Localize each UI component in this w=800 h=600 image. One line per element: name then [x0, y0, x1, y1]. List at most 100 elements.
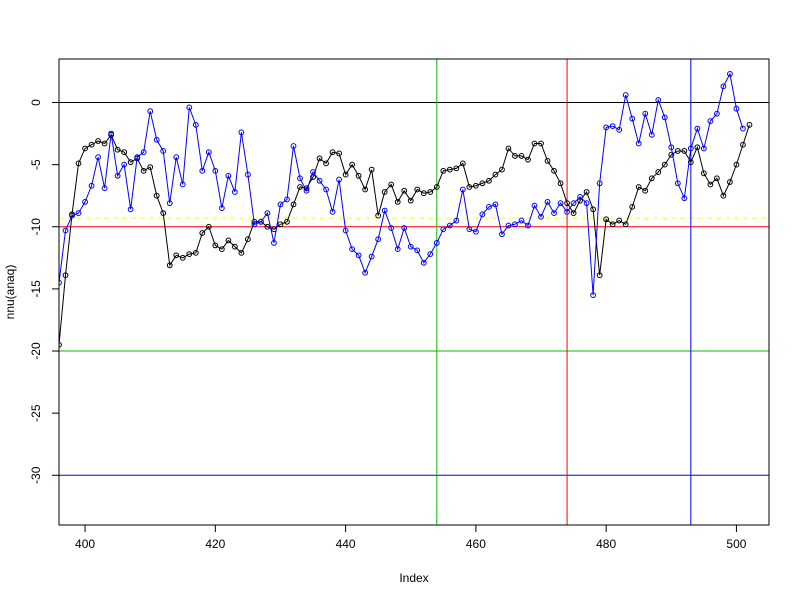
series-1-point-77	[557, 200, 564, 207]
series-0-point-85	[609, 221, 616, 228]
series-1-point-45	[349, 246, 356, 253]
series-0-point-3	[75, 160, 82, 167]
series-1-point-33	[271, 240, 277, 246]
series-0-point-81	[583, 189, 590, 195]
series-1-point-55	[414, 247, 421, 254]
series-1-point-5	[88, 182, 95, 189]
series-1-point-92	[655, 97, 662, 103]
series-1-point-85	[609, 123, 616, 129]
series-1-point-105	[740, 125, 746, 132]
series-1-point-87	[622, 92, 629, 98]
series-1-point-84	[603, 124, 610, 131]
series-1-point-100	[707, 118, 714, 125]
series-1-point-43	[336, 176, 342, 183]
series-1-point-67	[492, 201, 499, 208]
series-0-point-80	[577, 197, 583, 204]
x-tick-label-440: 440	[336, 537, 356, 551]
x-tick-label-400: 400	[75, 537, 95, 551]
series-0-point-58	[433, 184, 440, 190]
series-0-point-47	[362, 186, 369, 193]
series-1-point-71	[518, 217, 525, 224]
series-1-point-39	[310, 169, 316, 175]
series-1-point-19	[179, 181, 186, 188]
series-1-point-10	[121, 161, 128, 168]
series-1-point-89	[635, 140, 642, 147]
series-1-point-18	[173, 154, 180, 161]
series-1-point-86	[616, 126, 623, 133]
series-0-point-104	[733, 161, 740, 168]
series-0-point-82	[590, 206, 597, 213]
series-0-point-21	[192, 249, 199, 256]
series-1-point-12	[134, 154, 141, 161]
series-0-point-60	[446, 166, 453, 173]
series-0-point-100	[707, 181, 714, 188]
series-0-point-90	[642, 187, 649, 194]
series-0-point-73	[531, 140, 538, 147]
series-0-point-74	[538, 140, 544, 147]
series-0-point-66	[486, 177, 492, 184]
series-1-point-36	[290, 143, 297, 149]
series-0-point-53	[401, 187, 408, 194]
series-1-point-64	[472, 228, 479, 235]
series-1-point-35	[284, 196, 290, 203]
series-0-point-88	[629, 203, 636, 210]
series-1-point-94	[668, 144, 675, 151]
series-0-point-37	[297, 184, 303, 190]
series-1-point-80	[577, 194, 583, 200]
series-1-point-57	[427, 251, 434, 258]
series-1-point-101	[713, 110, 720, 117]
series-1-point-38	[303, 187, 310, 194]
series-1-point-7	[101, 185, 108, 192]
series-1-point-34	[277, 201, 284, 208]
series-0-point-32	[264, 223, 271, 230]
series-1-point-91	[648, 131, 655, 138]
series-1-point-96	[681, 195, 688, 202]
series-1-point-81	[583, 200, 590, 207]
series-1-point-28	[238, 129, 245, 136]
series-1-point-104	[733, 105, 740, 112]
series-1-point-27	[231, 189, 238, 195]
series-0-point-69	[505, 145, 512, 152]
series-0-point-95	[674, 148, 681, 154]
y-tick-label--15: -15	[29, 280, 43, 298]
series-0-point-105	[740, 141, 746, 148]
series-1-point-62	[459, 186, 466, 193]
series-1-point-23	[205, 149, 212, 156]
series-1-point-61	[453, 217, 460, 224]
series-0-point-11	[127, 159, 134, 166]
series-0-point-4	[82, 145, 88, 152]
series-0-point-56	[420, 190, 427, 197]
series-1-point-56	[420, 259, 427, 266]
series-0-point-19	[179, 254, 186, 261]
series-1-point-88	[629, 115, 636, 122]
series-0-point-46	[355, 172, 362, 179]
series-0-point-71	[518, 153, 525, 159]
series-1-point-60	[446, 222, 453, 229]
series-1-point-40	[316, 177, 323, 184]
series-1-point-78	[564, 208, 570, 215]
series-1-point-9	[114, 172, 121, 179]
series-1-point-29	[245, 171, 251, 178]
series-0-point-70	[512, 153, 518, 159]
series-0-point-98	[694, 144, 701, 151]
series-1-point-2	[69, 212, 75, 219]
series-0-point-43	[336, 150, 342, 157]
series-1-point-30	[251, 221, 258, 228]
series-0-point-22	[199, 230, 206, 236]
series-1-point-8	[108, 130, 115, 137]
series-1-point-76	[551, 210, 557, 216]
y-tick-label--25: -25	[29, 404, 43, 422]
series-0-point-41	[323, 160, 329, 167]
series-0-point-84	[603, 216, 610, 223]
series-1-point-11	[127, 206, 134, 213]
series-1-point-59	[440, 226, 447, 233]
series-0-point-103	[727, 179, 733, 185]
series-1-point-14	[147, 108, 154, 115]
x-tick-label-420: 420	[205, 537, 225, 551]
series-1-point-66	[486, 203, 492, 210]
y-tick-label-0: 0	[29, 99, 43, 106]
series-0-point-83	[596, 272, 603, 279]
series-1-point-51	[388, 225, 395, 231]
series-1-point-16	[160, 148, 167, 154]
series-0-point-14	[147, 164, 154, 171]
